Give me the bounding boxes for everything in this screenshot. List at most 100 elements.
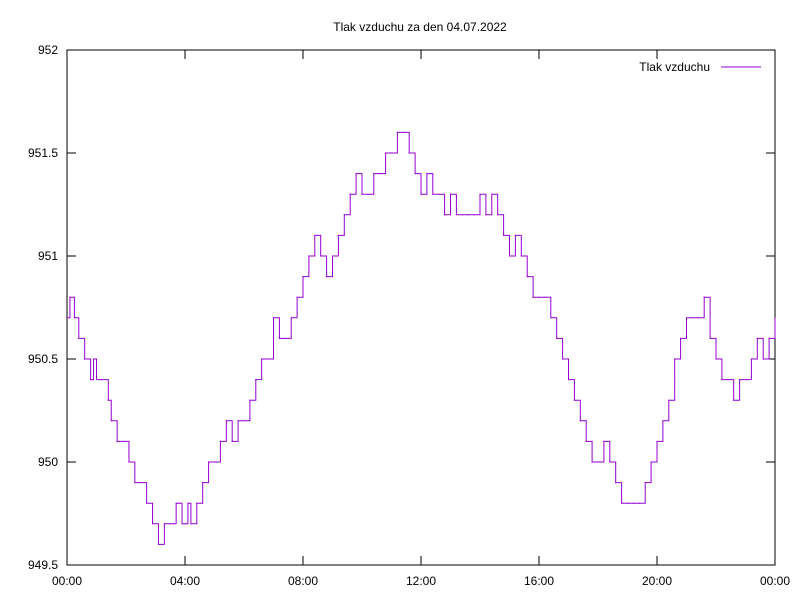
data-point bbox=[556, 337, 558, 339]
data-point bbox=[249, 399, 251, 401]
data-point bbox=[355, 173, 357, 175]
legend-label: Tlak vzduchu bbox=[639, 60, 710, 74]
data-point bbox=[538, 296, 540, 298]
data-point bbox=[134, 482, 136, 484]
data-point bbox=[467, 214, 469, 216]
data-point bbox=[184, 523, 186, 525]
data-point bbox=[644, 482, 646, 484]
data-point bbox=[302, 276, 304, 278]
data-point bbox=[715, 358, 717, 360]
x-tick-label: 16:00 bbox=[524, 574, 554, 588]
data-point bbox=[408, 152, 410, 154]
data-point bbox=[662, 420, 664, 422]
data-point bbox=[491, 193, 493, 195]
data-point bbox=[750, 358, 753, 360]
data-point bbox=[272, 317, 275, 319]
data-point bbox=[337, 234, 339, 236]
data-point bbox=[438, 193, 440, 195]
data-point bbox=[473, 214, 475, 216]
data-point bbox=[703, 296, 705, 298]
data-point bbox=[66, 317, 68, 319]
data-point bbox=[278, 337, 280, 339]
data-point bbox=[101, 379, 103, 381]
data-point bbox=[544, 296, 546, 298]
data-point bbox=[255, 379, 257, 381]
data-point bbox=[461, 214, 463, 216]
data-point bbox=[95, 379, 98, 381]
data-point bbox=[379, 173, 381, 175]
data-point bbox=[169, 523, 171, 525]
data-point bbox=[674, 358, 676, 360]
data-point bbox=[567, 379, 570, 381]
data-point bbox=[116, 440, 118, 442]
data-point bbox=[656, 440, 658, 442]
series-layer bbox=[66, 131, 776, 546]
data-point bbox=[414, 173, 416, 175]
data-point bbox=[768, 337, 770, 339]
data-point bbox=[426, 173, 428, 175]
data-point bbox=[739, 379, 741, 381]
data-point bbox=[562, 358, 564, 360]
data-point bbox=[497, 214, 499, 216]
data-point bbox=[405, 131, 407, 133]
data-point bbox=[84, 358, 86, 360]
data-point bbox=[744, 379, 747, 381]
data-point bbox=[727, 379, 729, 381]
data-point bbox=[187, 502, 189, 504]
data-point bbox=[261, 358, 263, 360]
x-tick-label: 20:00 bbox=[642, 574, 672, 588]
data-point bbox=[503, 234, 505, 236]
data-point bbox=[172, 523, 174, 525]
data-point bbox=[331, 255, 334, 257]
data-point bbox=[69, 296, 71, 298]
data-point bbox=[219, 440, 221, 442]
data-point bbox=[320, 255, 322, 257]
data-point bbox=[284, 337, 286, 339]
data-point bbox=[225, 420, 227, 422]
x-tick-label: 04:00 bbox=[170, 574, 200, 588]
data-point bbox=[140, 482, 142, 484]
data-point bbox=[396, 131, 398, 133]
data-point bbox=[98, 379, 101, 381]
data-point bbox=[237, 420, 239, 422]
data-point bbox=[146, 502, 148, 504]
y-tick-label: 950.5 bbox=[28, 352, 58, 366]
data-point bbox=[514, 234, 517, 236]
data-point bbox=[532, 296, 534, 298]
data-point bbox=[361, 193, 363, 195]
data-point bbox=[508, 255, 511, 257]
data-point bbox=[691, 317, 694, 319]
data-point bbox=[650, 461, 652, 463]
series-line-pressure bbox=[67, 131, 776, 545]
data-point bbox=[122, 440, 124, 442]
data-point bbox=[181, 523, 183, 525]
data-point bbox=[626, 502, 629, 504]
data-point bbox=[603, 440, 605, 442]
x-tick-label: 08:00 bbox=[288, 574, 318, 588]
y-tick-label: 949.5 bbox=[28, 558, 58, 572]
data-point bbox=[190, 523, 192, 525]
data-point bbox=[685, 317, 688, 319]
data-point bbox=[420, 193, 422, 195]
data-point bbox=[455, 214, 457, 216]
data-point bbox=[213, 461, 216, 463]
data-point bbox=[485, 214, 487, 216]
data-point bbox=[774, 317, 776, 319]
y-tick-label: 950 bbox=[38, 455, 58, 469]
data-point bbox=[343, 214, 345, 216]
data-point bbox=[202, 482, 204, 484]
plot-frame bbox=[66, 49, 776, 566]
data-point bbox=[78, 337, 80, 339]
data-point bbox=[373, 173, 375, 175]
y-tick-label: 951 bbox=[38, 249, 58, 263]
data-point bbox=[449, 193, 452, 195]
data-point bbox=[597, 461, 599, 463]
data-point bbox=[385, 152, 387, 154]
x-tick-label: 00:00 bbox=[760, 574, 790, 588]
data-point bbox=[196, 502, 198, 504]
data-point bbox=[573, 399, 576, 401]
data-point bbox=[709, 337, 711, 339]
legend: Tlak vzduchu bbox=[639, 60, 761, 74]
